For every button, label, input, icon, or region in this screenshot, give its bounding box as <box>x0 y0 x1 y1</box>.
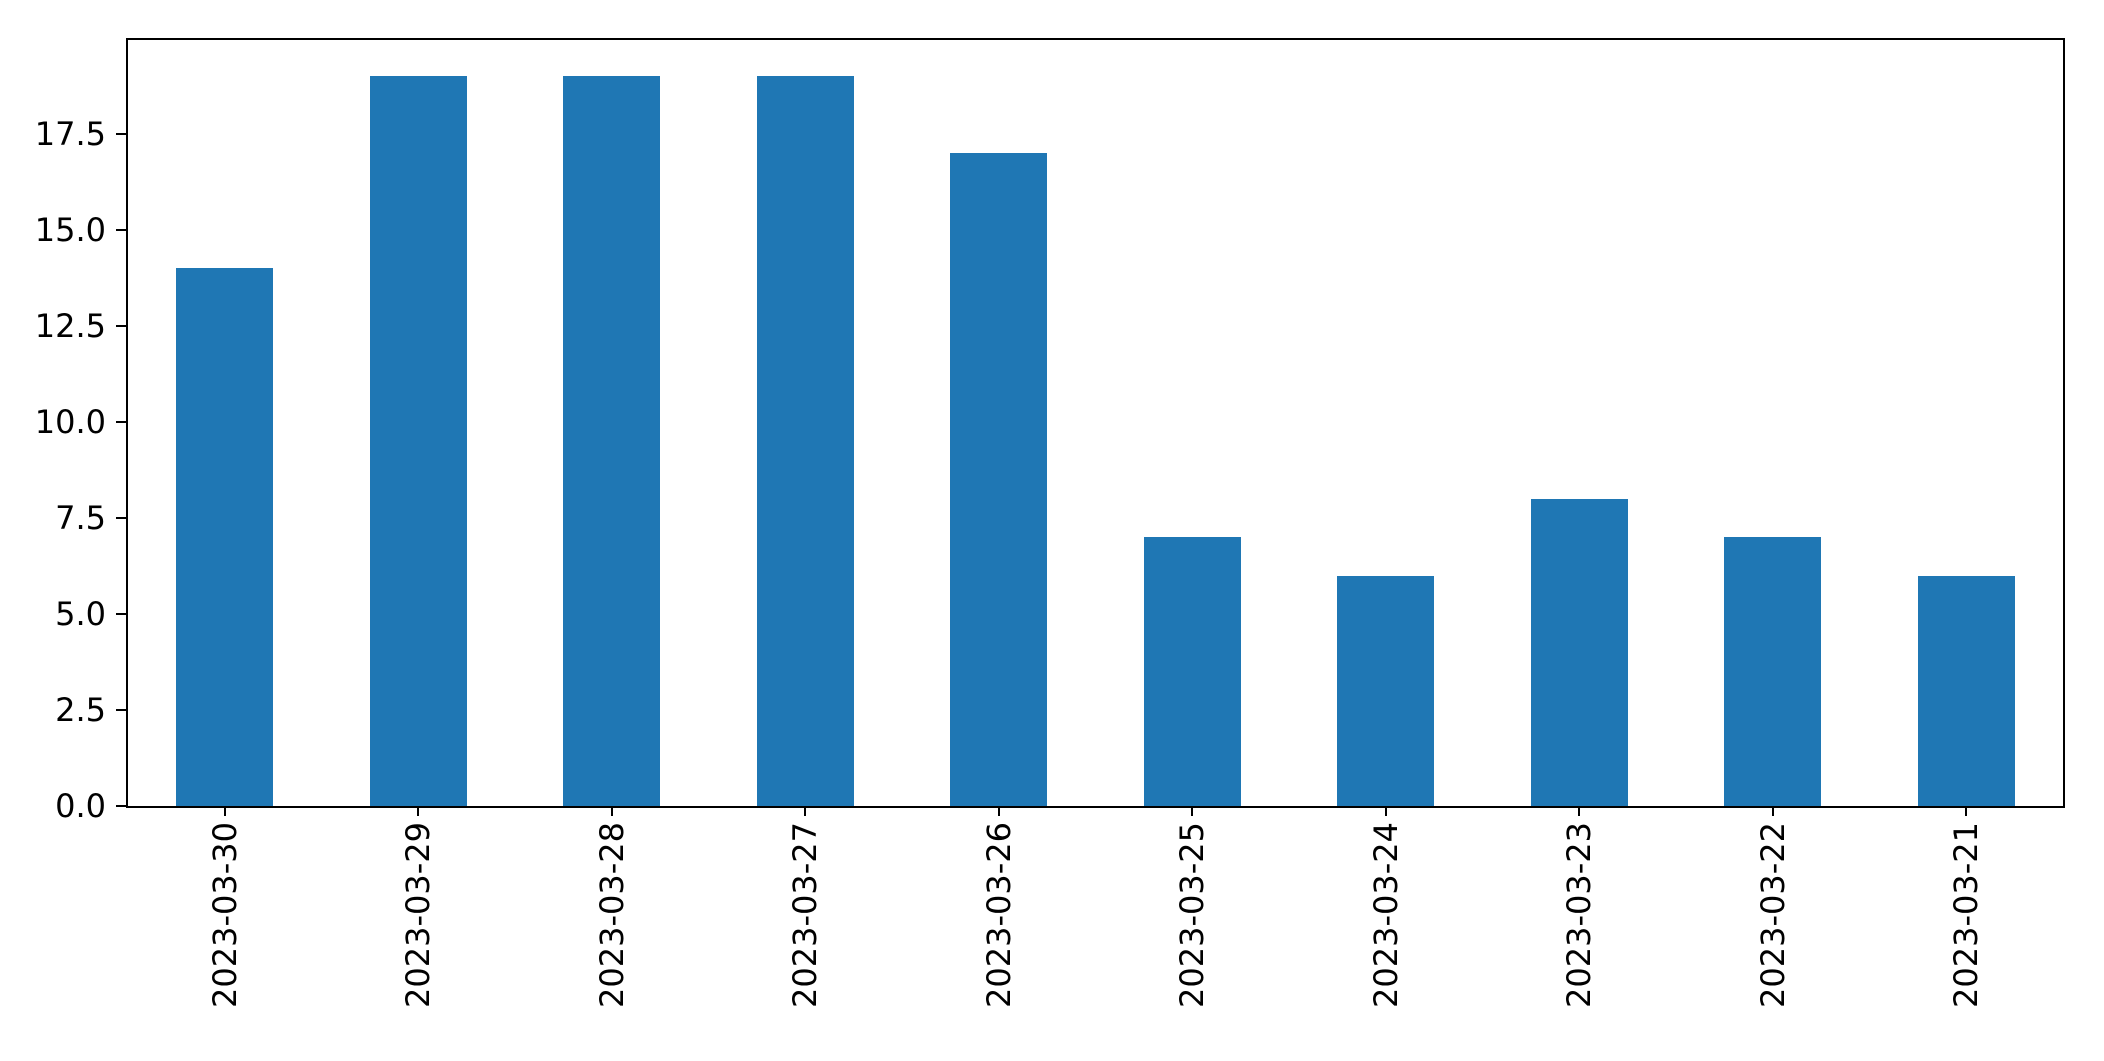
x-tick-label: 2023-03-26 <box>980 822 1031 1012</box>
x-tick-label: 2023-03-29 <box>399 822 450 1012</box>
x-tick-label-text: 2023-03-23 <box>1560 822 1599 1008</box>
x-tick-label: 2023-03-21 <box>1947 822 1998 1012</box>
x-tick-mark <box>997 806 1000 816</box>
x-tick-mark <box>804 806 807 816</box>
y-tick-label: 17.5 <box>34 115 106 154</box>
bar-2023-03-27 <box>756 76 854 806</box>
y-tick-label: 2.5 <box>55 691 106 729</box>
x-tick-label-text: 2023-03-30 <box>205 822 244 1008</box>
x-tick-label-text: 2023-03-29 <box>399 822 438 1008</box>
x-tick-mark <box>1771 806 1774 816</box>
x-tick-label: 2023-03-25 <box>1173 822 1224 1012</box>
y-tick-mark <box>116 133 126 136</box>
y-tick-label: 7.5 <box>55 499 106 538</box>
y-tick-mark <box>116 325 126 328</box>
x-tick-mark <box>1578 806 1581 816</box>
x-tick-mark <box>1965 806 1968 816</box>
bar-2023-03-22 <box>1724 537 1822 806</box>
bar-2023-03-30 <box>176 268 274 806</box>
y-tick-mark <box>116 805 126 807</box>
y-tick-label: 10.0 <box>34 403 106 442</box>
x-tick-label-text: 2023-03-24 <box>1366 822 1405 1008</box>
y-tick-mark <box>116 229 126 232</box>
y-tick-mark <box>116 613 126 616</box>
bar-2023-03-23 <box>1530 498 1628 806</box>
x-tick-mark <box>417 806 420 816</box>
bar-2023-03-29 <box>369 76 467 806</box>
x-tick-mark <box>610 806 613 816</box>
bar-2023-03-28 <box>563 76 661 806</box>
x-tick-label-text: 2023-03-28 <box>592 822 631 1008</box>
x-tick-mark <box>223 806 226 816</box>
plot-area <box>126 38 2065 808</box>
x-tick-label: 2023-03-28 <box>593 822 644 1012</box>
x-tick-label: 2023-03-23 <box>1560 822 1611 1012</box>
y-tick-label: 0.0 <box>55 787 106 825</box>
bar-2023-03-24 <box>1337 575 1435 806</box>
y-tick-mark <box>116 517 126 520</box>
x-tick-label-text: 2023-03-27 <box>786 822 825 1008</box>
bar-2023-03-26 <box>950 153 1048 806</box>
bar-2023-03-21 <box>1917 575 2015 806</box>
y-tick-mark <box>116 421 126 424</box>
x-tick-mark <box>1384 806 1387 816</box>
x-tick-label-text: 2023-03-26 <box>979 822 1018 1008</box>
x-tick-label: 2023-03-30 <box>206 822 257 1012</box>
y-tick-label: 15.0 <box>34 211 106 250</box>
x-tick-label: 2023-03-22 <box>1754 822 1805 1012</box>
bar-2023-03-25 <box>1143 537 1241 806</box>
x-tick-label: 2023-03-24 <box>1367 822 1418 1012</box>
y-tick-mark <box>116 709 126 711</box>
x-tick-label-text: 2023-03-21 <box>1947 822 1986 1008</box>
x-tick-label: 2023-03-27 <box>786 822 837 1012</box>
y-tick-label: 5.0 <box>55 595 106 634</box>
y-tick-label: 12.5 <box>34 307 106 346</box>
x-tick-mark <box>1191 806 1194 816</box>
x-tick-label-text: 2023-03-25 <box>1173 822 1212 1008</box>
x-tick-label-text: 2023-03-22 <box>1753 822 1792 1008</box>
